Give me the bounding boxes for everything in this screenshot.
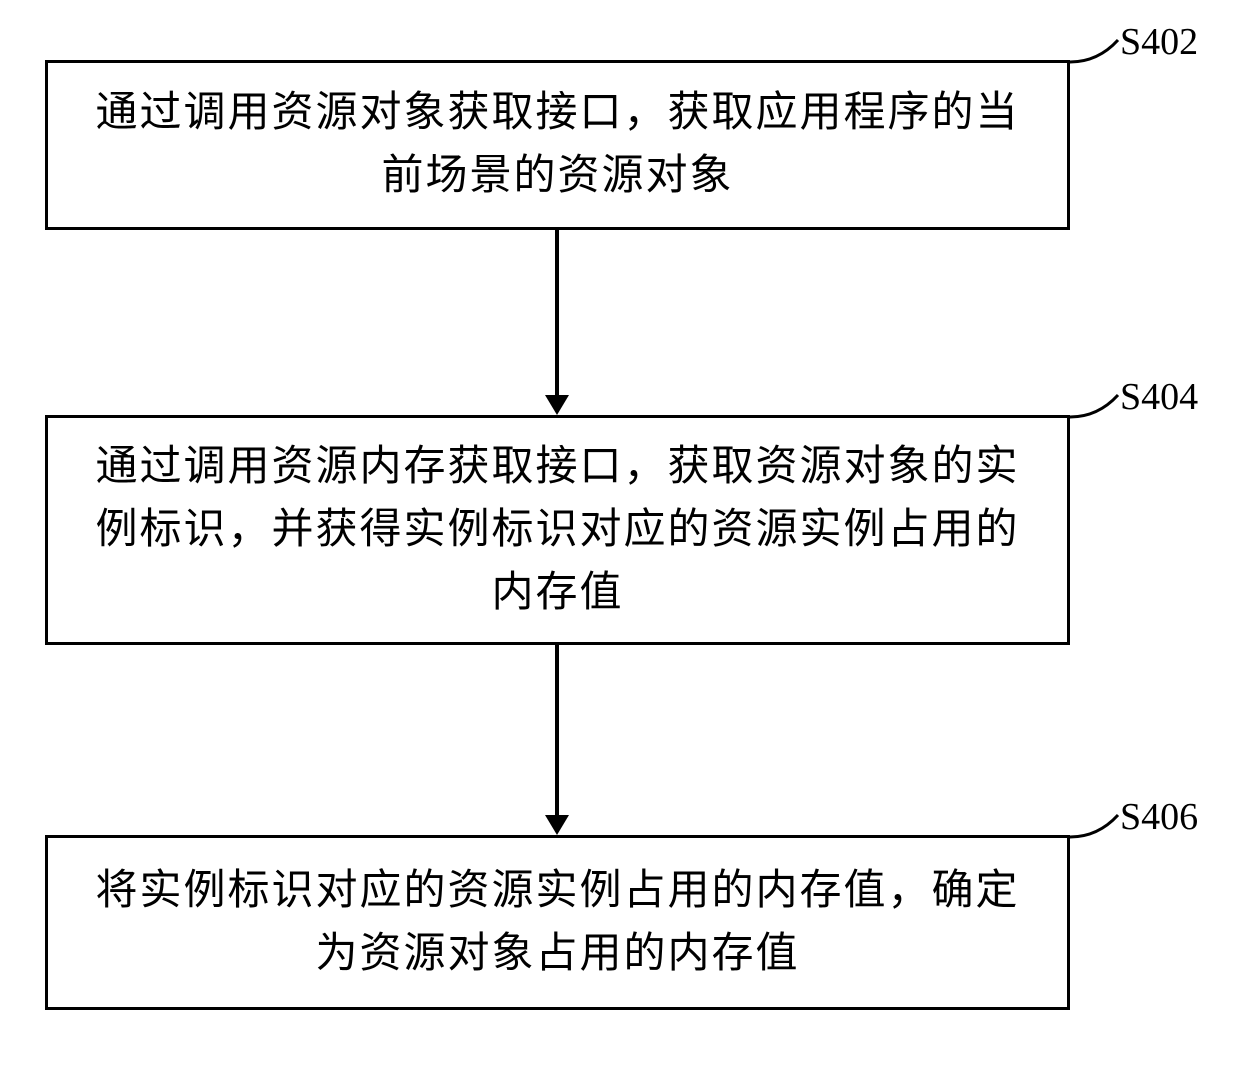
step-label-s404: S404 <box>1120 375 1198 419</box>
arrow-head-1 <box>545 395 569 415</box>
flow-box-s404-text: 通过调用资源内存获取接口，获取资源对象的实例标识，并获得实例标识对应的资源实例占… <box>78 436 1037 625</box>
label-curve-s406 <box>1068 795 1123 845</box>
flow-box-s402: 通过调用资源对象获取接口，获取应用程序的当前场景的资源对象 <box>45 60 1070 230</box>
step-label-s402: S402 <box>1120 20 1198 64</box>
arrow-head-2 <box>545 815 569 835</box>
flow-box-s404: 通过调用资源内存获取接口，获取资源对象的实例标识，并获得实例标识对应的资源实例占… <box>45 415 1070 645</box>
step-label-s406: S406 <box>1120 795 1198 839</box>
arrow-line-1 <box>555 230 559 395</box>
flow-box-s402-text: 通过调用资源对象获取接口，获取应用程序的当前场景的资源对象 <box>78 82 1037 208</box>
flow-box-s406-text: 将实例标识对应的资源实例占用的内存值，确定为资源对象占用的内存值 <box>78 860 1037 986</box>
arrow-line-2 <box>555 645 559 815</box>
label-curve-s402 <box>1068 20 1123 70</box>
flowchart-container: 通过调用资源对象获取接口，获取应用程序的当前场景的资源对象 S402 通过调用资… <box>45 20 1195 1050</box>
label-curve-s404 <box>1068 375 1123 425</box>
flow-box-s406: 将实例标识对应的资源实例占用的内存值，确定为资源对象占用的内存值 <box>45 835 1070 1010</box>
